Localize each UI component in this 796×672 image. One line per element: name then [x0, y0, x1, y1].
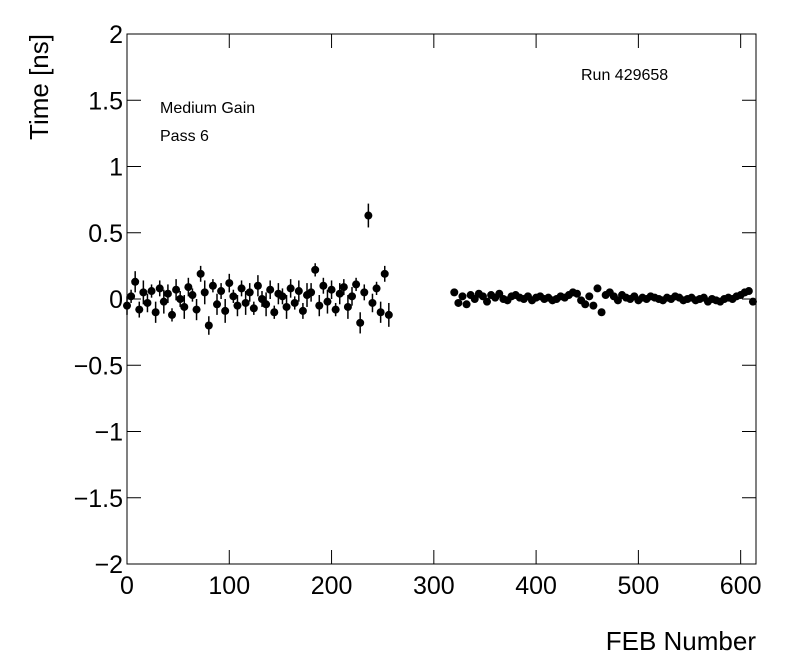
data-point	[233, 301, 242, 310]
y-tick-label: −1	[94, 419, 123, 447]
data-point	[278, 292, 287, 301]
data-point	[589, 301, 598, 310]
x-tick-label: 300	[413, 572, 455, 600]
data-point	[188, 291, 197, 300]
data-point	[454, 298, 463, 307]
data-point	[307, 288, 316, 297]
data-point	[315, 301, 324, 310]
x-tick-label: 400	[515, 572, 557, 600]
annotation: Medium Gain	[160, 100, 255, 117]
data-point	[204, 321, 213, 330]
data-point	[483, 297, 492, 306]
data-point	[168, 310, 177, 319]
data-point	[327, 285, 336, 294]
x-tick-label: 200	[311, 572, 353, 600]
data-point	[237, 284, 246, 293]
x-axis-label: FEB Number	[606, 626, 757, 656]
data-point	[147, 287, 156, 296]
data-point	[356, 318, 365, 327]
y-axis-label: Time [ns]	[24, 34, 54, 140]
data-point	[127, 292, 136, 301]
data-point	[249, 304, 258, 313]
y-tick-label: −0.5	[74, 352, 123, 380]
data-point	[270, 308, 279, 317]
data-point	[217, 287, 226, 296]
data-point	[123, 301, 131, 310]
data-point	[462, 300, 471, 309]
data-point	[323, 297, 332, 306]
data-point	[748, 297, 757, 306]
data-point	[131, 277, 140, 286]
data-point	[458, 292, 467, 301]
data-point	[343, 302, 352, 311]
data-point	[196, 269, 205, 278]
data-point	[241, 298, 250, 307]
data-point	[593, 284, 602, 293]
data-point	[368, 298, 377, 307]
data-point	[229, 292, 238, 301]
annotation: Run 429658	[581, 67, 668, 84]
data-point	[245, 288, 254, 297]
y-tick-label: 1	[109, 154, 123, 182]
data-point	[213, 300, 222, 309]
data-point	[180, 302, 189, 311]
data-point	[155, 284, 164, 293]
data-point	[339, 283, 348, 292]
data-point	[294, 287, 303, 296]
data-point	[372, 284, 381, 293]
data-point	[262, 300, 271, 309]
data-point	[744, 287, 753, 296]
data-point	[225, 279, 234, 288]
data-point	[159, 297, 168, 306]
data-point	[176, 295, 185, 303]
data-point	[286, 284, 295, 293]
data-point	[331, 305, 340, 314]
data-point	[376, 308, 385, 317]
data-point	[253, 281, 262, 290]
data-point	[163, 289, 172, 298]
data-point	[143, 298, 152, 307]
data-point	[364, 211, 373, 220]
data-point	[290, 298, 299, 307]
data-point	[172, 285, 181, 294]
data-point	[184, 283, 193, 292]
data-point	[597, 308, 606, 317]
y-tick-label: 1.5	[88, 87, 123, 115]
data-point	[221, 306, 230, 315]
y-tick-label: 2	[109, 21, 123, 49]
data-point	[139, 288, 148, 297]
data-point	[135, 305, 144, 314]
data-point	[208, 281, 217, 290]
data-point	[450, 288, 459, 297]
data-point	[298, 306, 307, 315]
data-point	[282, 302, 291, 311]
data-point	[266, 285, 275, 294]
x-tick-label: 600	[720, 572, 762, 600]
data-point	[573, 289, 582, 298]
x-tick-label: 100	[208, 572, 250, 600]
annotation: Pass 6	[160, 128, 209, 145]
data-point	[585, 292, 594, 301]
data-point	[581, 300, 590, 309]
y-tick-label: −1.5	[74, 485, 123, 513]
x-tick-label: 500	[618, 572, 660, 600]
data-point	[311, 265, 320, 274]
data-point	[380, 269, 389, 278]
x-tick-label: 0	[120, 572, 134, 600]
data-point	[151, 308, 160, 317]
data-point	[192, 305, 201, 314]
data-point	[384, 310, 393, 319]
data-point	[335, 289, 344, 298]
y-tick-label: 0	[109, 286, 123, 314]
y-tick-label: −2	[94, 551, 123, 579]
y-tick-label: 0.5	[88, 220, 123, 248]
data-point	[319, 281, 328, 290]
data-point	[200, 288, 209, 297]
data-point	[348, 292, 357, 301]
data-point	[352, 280, 361, 289]
data-point	[360, 288, 369, 297]
